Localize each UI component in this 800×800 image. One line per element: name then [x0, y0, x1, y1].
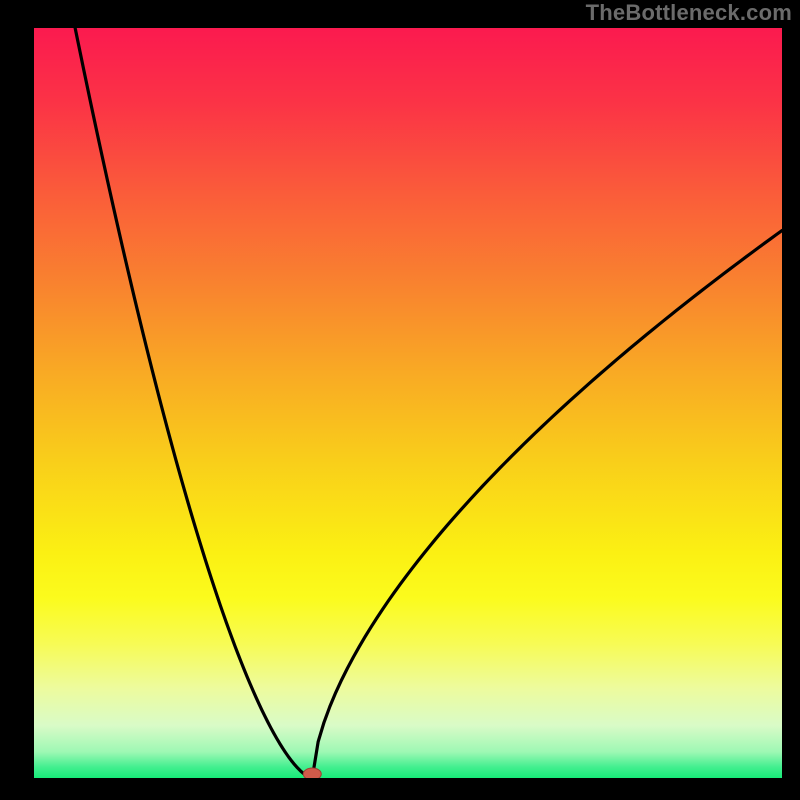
watermark-text: TheBottleneck.com [586, 0, 792, 26]
minimum-marker [303, 768, 321, 778]
bottleneck-curve [34, 28, 782, 778]
plot-area [34, 28, 782, 778]
curve-path [75, 28, 782, 778]
